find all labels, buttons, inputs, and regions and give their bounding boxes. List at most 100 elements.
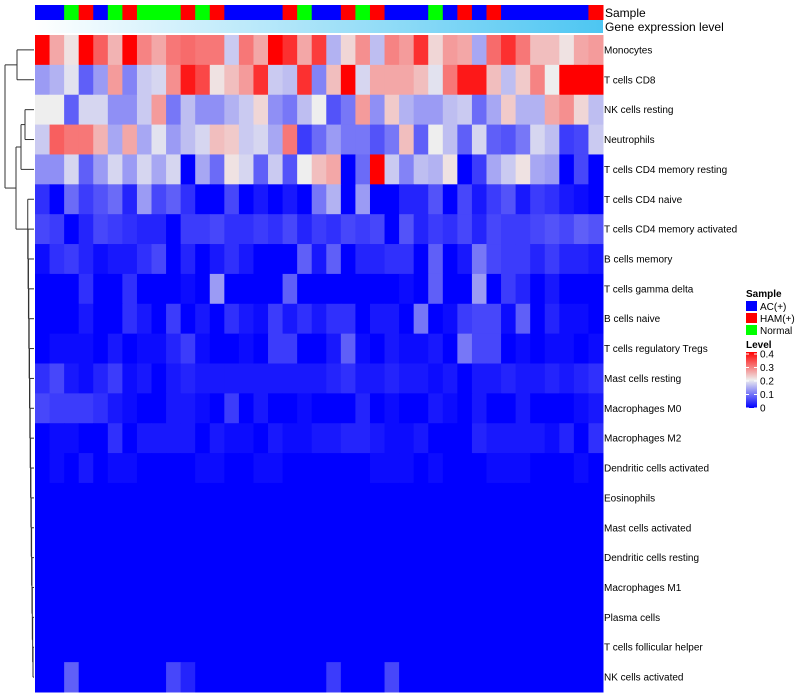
heatmap-cell bbox=[297, 244, 313, 275]
legend-item-label: Normal bbox=[760, 326, 792, 337]
heatmap-cell bbox=[399, 662, 415, 693]
heatmap-cell bbox=[311, 273, 327, 305]
heatmap-cell bbox=[355, 303, 371, 335]
heatmap-cell bbox=[195, 453, 211, 484]
heatmap-cell bbox=[35, 482, 51, 514]
row-label: Monocytes bbox=[604, 45, 652, 56]
heatmap-cell bbox=[544, 214, 560, 245]
heatmap-cell bbox=[297, 35, 313, 66]
sample-annotation-cell bbox=[326, 5, 342, 20]
heatmap-cell bbox=[195, 154, 211, 185]
heatmap-cell bbox=[180, 482, 196, 514]
heatmap-cell bbox=[136, 64, 153, 96]
gene-annotation-label: Gene expression level bbox=[605, 20, 724, 34]
row-label: Macrophages M0 bbox=[604, 404, 682, 415]
heatmap-cell bbox=[107, 94, 123, 126]
heatmap-cell bbox=[384, 662, 400, 693]
heatmap-cell bbox=[122, 214, 138, 245]
heatmap-cell bbox=[326, 453, 342, 484]
heatmap-cell bbox=[253, 273, 269, 305]
heatmap-cell bbox=[224, 482, 240, 514]
heatmap-cell bbox=[78, 662, 94, 693]
heatmap-cell bbox=[486, 64, 502, 96]
heatmap-cell bbox=[49, 94, 65, 126]
heatmap-cell bbox=[428, 64, 444, 96]
heatmap-cell bbox=[151, 423, 167, 454]
heatmap-cell bbox=[471, 124, 487, 155]
heatmap-cell bbox=[180, 184, 196, 215]
heatmap-cell bbox=[107, 184, 123, 215]
heatmap-cell bbox=[384, 393, 400, 424]
heatmap-cell bbox=[573, 184, 589, 215]
heatmap-cell bbox=[544, 333, 560, 364]
heatmap-cell bbox=[340, 453, 356, 484]
heatmap-cell bbox=[369, 35, 386, 66]
heatmap-cell bbox=[515, 244, 531, 275]
heatmap-cell bbox=[268, 542, 284, 574]
heatmap-cell bbox=[136, 602, 153, 633]
heatmap-cell bbox=[486, 273, 502, 305]
heatmap-cell bbox=[297, 214, 313, 245]
heatmap-cell bbox=[559, 124, 575, 155]
heatmap-cell bbox=[166, 363, 182, 394]
heatmap-cell bbox=[501, 244, 517, 275]
heatmap-cell bbox=[238, 35, 254, 66]
heatmap-cell bbox=[180, 393, 196, 424]
heatmap-cell bbox=[384, 94, 400, 126]
heatmap-cell bbox=[311, 512, 327, 544]
heatmap-cell bbox=[340, 35, 356, 66]
row-label: B cells naive bbox=[604, 314, 661, 325]
heatmap-cell bbox=[64, 124, 80, 155]
heatmap-cell bbox=[588, 124, 604, 155]
heatmap-cell bbox=[209, 482, 225, 514]
heatmap-cell bbox=[282, 512, 298, 544]
heatmap-cell bbox=[311, 542, 327, 574]
heatmap-cell bbox=[151, 512, 167, 544]
heatmap-cell bbox=[457, 303, 473, 335]
sample-annotation-cell bbox=[224, 5, 240, 20]
heatmap-cell bbox=[180, 662, 196, 693]
heatmap-cell bbox=[442, 512, 458, 544]
heatmap-cell bbox=[151, 214, 167, 245]
heatmap-cell bbox=[413, 64, 429, 96]
heatmap-cell bbox=[209, 244, 225, 275]
heatmap-cell bbox=[428, 662, 444, 693]
heatmap-cell bbox=[224, 363, 240, 394]
heatmap-cell bbox=[457, 64, 473, 96]
heatmap-cell bbox=[195, 512, 211, 544]
heatmap-cell bbox=[238, 273, 254, 305]
sample-annotation-cell bbox=[340, 5, 356, 20]
heatmap-cell bbox=[209, 423, 225, 454]
heatmap-cell bbox=[93, 453, 109, 484]
heatmap-cell bbox=[311, 184, 327, 215]
heatmap-cell bbox=[355, 244, 371, 275]
heatmap-cell bbox=[559, 572, 575, 603]
heatmap-cell bbox=[588, 542, 604, 574]
heatmap-cell bbox=[413, 512, 429, 544]
heatmap-cell bbox=[428, 333, 444, 364]
heatmap-cell bbox=[224, 214, 240, 245]
heatmap-cell bbox=[311, 154, 327, 185]
heatmap-cell bbox=[399, 572, 415, 603]
heatmap-cell bbox=[49, 572, 65, 603]
sample-annotation-cell bbox=[588, 5, 604, 20]
sample-annotation-cell bbox=[573, 5, 589, 20]
heatmap-cell bbox=[355, 214, 371, 245]
heatmap-cell bbox=[530, 512, 546, 544]
heatmap-cell bbox=[457, 423, 473, 454]
heatmap-cell bbox=[428, 303, 444, 335]
heatmap-cell bbox=[107, 662, 123, 693]
heatmap-cell bbox=[195, 64, 211, 96]
heatmap-cell bbox=[282, 363, 298, 394]
heatmap-cell bbox=[311, 572, 327, 603]
heatmap-cell bbox=[311, 363, 327, 394]
heatmap-cell bbox=[544, 124, 560, 155]
heatmap-cell bbox=[282, 572, 298, 603]
heatmap-cell bbox=[588, 154, 604, 185]
row-label: Neutrophils bbox=[604, 135, 655, 146]
heatmap-cell bbox=[78, 273, 94, 305]
heatmap-cell bbox=[253, 154, 269, 185]
legend-level-title: Level bbox=[746, 340, 772, 351]
heatmap-cell bbox=[268, 482, 284, 514]
